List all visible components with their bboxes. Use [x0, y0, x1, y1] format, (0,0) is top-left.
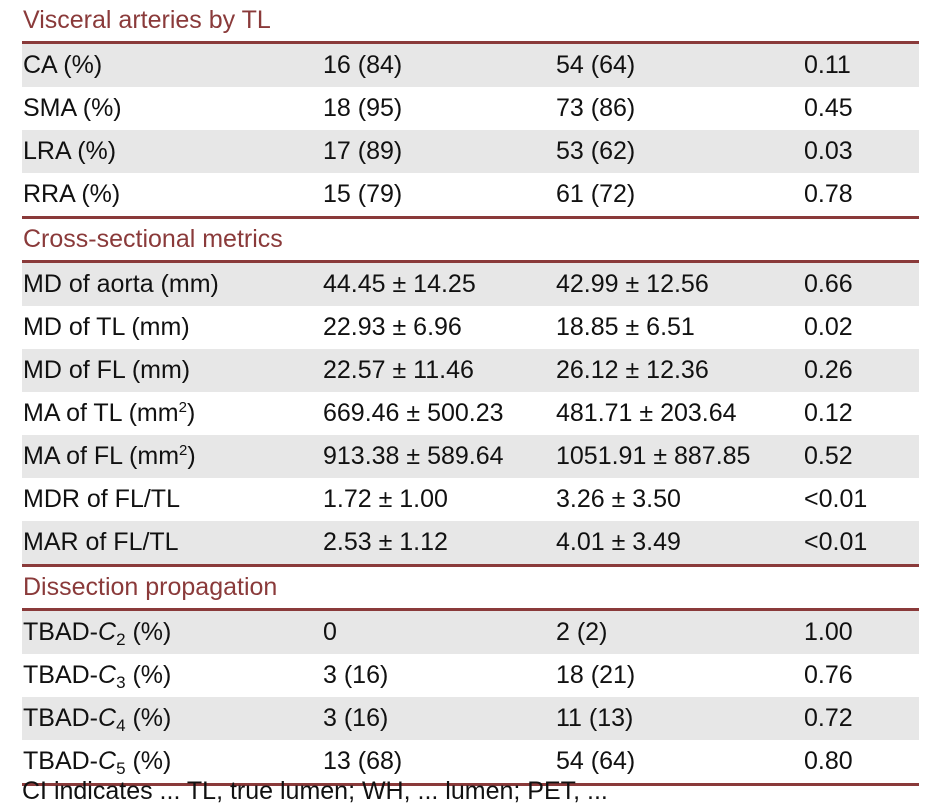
p-value: 0.11: [804, 51, 851, 79]
row-label: MA of TL (mm2): [23, 399, 196, 427]
group1-value: 22.57 ± 11.46: [323, 356, 474, 384]
table-row: SMA (%) 18 (95) 73 (86) 0.45: [22, 87, 919, 130]
group2-value: 11 (13): [556, 704, 634, 732]
group1-value: 15 (79): [323, 180, 403, 208]
row-label: MA of FL (mm2): [23, 442, 196, 470]
section-divider: [22, 41, 919, 44]
table-row: MA of FL (mm2) 913.38 ± 589.64 1051.91 ±…: [22, 435, 919, 478]
table-row: CA (%) 16 (84) 54 (64) 0.11: [22, 44, 919, 87]
row-label: SMA (%): [23, 94, 122, 122]
section-divider: [22, 216, 919, 219]
p-value: 1.00: [804, 618, 853, 646]
p-value: 0.02: [804, 313, 853, 341]
table-row: TBAD-C3 (%) 3 (16) 18 (21) 0.76: [22, 654, 919, 697]
row-label: TBAD-C3 (%): [23, 661, 172, 692]
group2-value: 54 (64): [556, 51, 636, 79]
group2-value: 26.12 ± 12.36: [556, 356, 709, 384]
p-value: 0.52: [804, 442, 853, 470]
results-table: Visceral arteries by TL CA (%) 16 (84) 5…: [22, 0, 919, 786]
table-row: RRA (%) 15 (79) 61 (72) 0.78: [22, 173, 919, 216]
table-row: TBAD-C2 (%) 0 2 (2) 1.00: [22, 611, 919, 654]
section-divider: [22, 564, 919, 567]
group2-value: 18.85 ± 6.51: [556, 313, 695, 341]
row-label: MDR of FL/TL: [23, 485, 180, 513]
group1-value: 18 (95): [323, 94, 403, 122]
group1-value: 17 (89): [323, 137, 403, 165]
p-value: 0.66: [804, 270, 853, 298]
table-footnote: CI indicates ... TL, true lumen; WH, ...…: [22, 777, 608, 805]
section-divider: [22, 608, 919, 611]
table-row: MD of TL (mm) 22.93 ± 6.96 18.85 ± 6.51 …: [22, 306, 919, 349]
group1-value: 22.93 ± 6.96: [323, 313, 462, 341]
section-title-visceral-arteries: Visceral arteries by TL: [23, 6, 271, 34]
group2-value: 61 (72): [556, 180, 636, 208]
section-title-cross-sectional-metrics: Cross-sectional metrics: [23, 225, 283, 253]
row-label: TBAD-C5 (%): [23, 747, 172, 778]
group2-value: 42.99 ± 12.56: [556, 270, 709, 298]
section-divider: [22, 260, 919, 263]
row-label: MD of aorta (mm): [23, 270, 219, 298]
p-value: 0.12: [804, 399, 853, 427]
group2-value: 4.01 ± 3.49: [556, 528, 681, 556]
group2-value: 2 (2): [556, 618, 608, 646]
group1-value: 1.72 ± 1.00: [323, 485, 448, 513]
group1-value: 3 (16): [323, 704, 389, 732]
group1-value: 913.38 ± 589.64: [323, 442, 504, 470]
group1-value: 44.45 ± 14.25: [323, 270, 476, 298]
row-label: TBAD-C4 (%): [23, 704, 172, 735]
group2-value: 54 (64): [556, 747, 636, 775]
section-title-dissection-propagation: Dissection propagation: [23, 573, 278, 601]
table-row: MD of FL (mm) 22.57 ± 11.46 26.12 ± 12.3…: [22, 349, 919, 392]
p-value: 0.76: [804, 661, 853, 689]
row-label: CA (%): [23, 51, 103, 79]
p-value: 0.72: [804, 704, 853, 732]
group1-value: 3 (16): [323, 661, 389, 689]
row-label: LRA (%): [23, 137, 117, 165]
group1-value: 2.53 ± 1.12: [323, 528, 448, 556]
p-value: <0.01: [804, 528, 868, 556]
p-value: 0.80: [804, 747, 853, 775]
table-row: TBAD-C5 (%) 13 (68) 54 (64) 0.80: [22, 740, 919, 783]
table-row: MD of aorta (mm) 44.45 ± 14.25 42.99 ± 1…: [22, 263, 919, 306]
row-label: MD of TL (mm): [23, 313, 190, 341]
p-value: 0.78: [804, 180, 853, 208]
p-value: 0.03: [804, 137, 853, 165]
group1-value: 669.46 ± 500.23: [323, 399, 504, 427]
group2-value: 481.71 ± 203.64: [556, 399, 737, 427]
row-label: MD of FL (mm): [23, 356, 191, 384]
row-label: MAR of FL/TL: [23, 528, 179, 556]
group2-value: 18 (21): [556, 661, 636, 689]
p-value: 0.45: [804, 94, 853, 122]
p-value: <0.01: [804, 485, 868, 513]
table-row: LRA (%) 17 (89) 53 (62) 0.03: [22, 130, 919, 173]
group1-value: 16 (84): [323, 51, 403, 79]
row-label: TBAD-C2 (%): [23, 618, 172, 649]
group2-value: 3.26 ± 3.50: [556, 485, 681, 513]
group1-value: 0: [323, 618, 337, 646]
table-row: MAR of FL/TL 2.53 ± 1.12 4.01 ± 3.49 <0.…: [22, 521, 919, 564]
table-row: MA of TL (mm2) 669.46 ± 500.23 481.71 ± …: [22, 392, 919, 435]
row-label: RRA (%): [23, 180, 121, 208]
table-row: MDR of FL/TL 1.72 ± 1.00 3.26 ± 3.50 <0.…: [22, 478, 919, 521]
p-value: 0.26: [804, 356, 853, 384]
table-bottom-rule: [22, 783, 919, 786]
group2-value: 53 (62): [556, 137, 636, 165]
group2-value: 73 (86): [556, 94, 636, 122]
group2-value: 1051.91 ± 887.85: [556, 442, 751, 470]
group1-value: 13 (68): [323, 747, 403, 775]
table-row: TBAD-C4 (%) 3 (16) 11 (13) 0.72: [22, 697, 919, 740]
